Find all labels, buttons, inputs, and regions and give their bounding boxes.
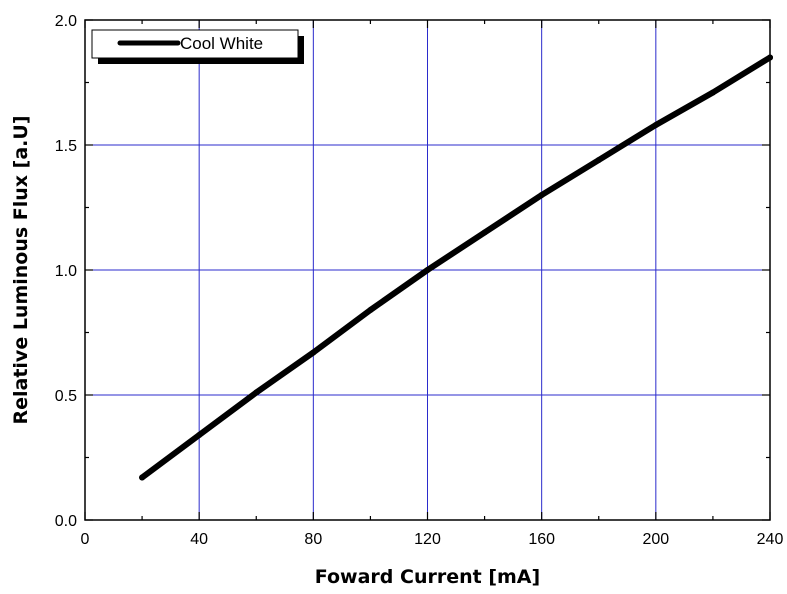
data-point [196, 432, 203, 438]
x-tick-label: 40 [190, 531, 208, 548]
y-tick-label: 0.0 [55, 513, 77, 530]
y-axis-title: Relative Luminous Flux [a.U] [10, 115, 32, 424]
x-tick-label: 80 [304, 531, 322, 548]
data-point [595, 157, 602, 163]
y-tick-label: 1.0 [55, 263, 77, 280]
data-point [424, 267, 431, 273]
x-axis-title: Foward Current [mA] [315, 566, 540, 588]
x-tick-label: 200 [642, 531, 669, 548]
data-point [310, 349, 317, 356]
x-tick-label: 160 [528, 531, 555, 548]
series-line [139, 54, 773, 481]
y-tick-label: 0.5 [55, 388, 77, 405]
x-tick-label: 240 [757, 531, 784, 548]
x-tick-label: 0 [81, 531, 90, 548]
x-tick-label: 120 [414, 531, 441, 548]
legend-label: Cool White [180, 34, 263, 53]
y-tick-label: 2.0 [55, 13, 77, 30]
y-tick-label: 1.5 [55, 138, 77, 155]
data-point [367, 307, 374, 313]
data-point [253, 389, 260, 396]
data-point [139, 474, 146, 481]
legend: Cool White [91, 29, 304, 64]
plot-frame [84, 19, 771, 521]
series-layer [139, 54, 773, 481]
data-point [652, 122, 659, 128]
data-point [709, 89, 716, 96]
data-point [538, 192, 545, 198]
data-point [481, 229, 488, 236]
axis-ticks: 0 40 80 120 160 200 240 0.0 0.5 1.0 1.5 2.0 [55, 13, 784, 548]
